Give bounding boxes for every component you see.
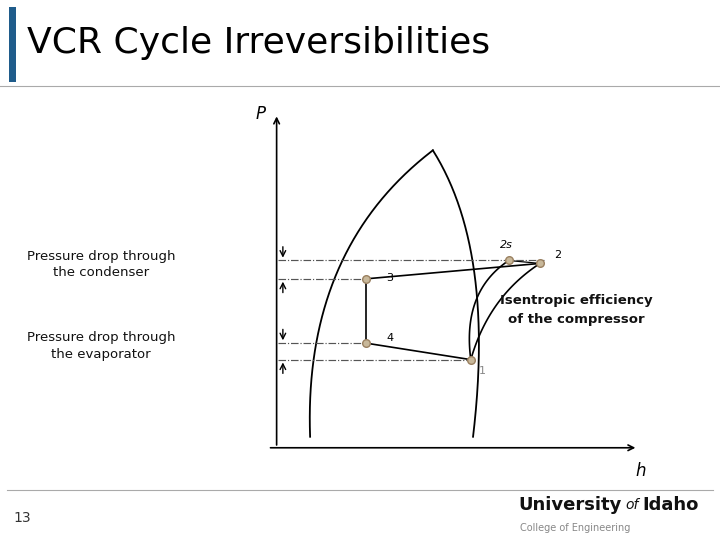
Text: P: P bbox=[256, 105, 266, 123]
Text: the condenser: the condenser bbox=[53, 266, 149, 279]
Text: Pressure drop through: Pressure drop through bbox=[27, 249, 175, 262]
Text: Idaho: Idaho bbox=[642, 496, 698, 514]
Text: Pressure drop through: Pressure drop through bbox=[27, 332, 175, 345]
Text: 13: 13 bbox=[13, 511, 30, 525]
Text: 4: 4 bbox=[386, 333, 393, 343]
Text: VCR Cycle Irreversibilities: VCR Cycle Irreversibilities bbox=[27, 26, 490, 60]
Text: Isentropic efficiency: Isentropic efficiency bbox=[500, 294, 652, 307]
Text: 2s: 2s bbox=[500, 240, 513, 249]
Text: of: of bbox=[625, 498, 639, 512]
Text: h: h bbox=[635, 462, 646, 481]
Text: 3: 3 bbox=[386, 273, 393, 283]
Text: 2: 2 bbox=[554, 250, 562, 260]
Text: of the compressor: of the compressor bbox=[508, 313, 644, 326]
Text: the evaporator: the evaporator bbox=[51, 348, 150, 361]
Text: University: University bbox=[518, 496, 622, 514]
Text: 1: 1 bbox=[479, 366, 485, 376]
Text: College of Engineering: College of Engineering bbox=[520, 523, 630, 532]
Bar bbox=[9, 7, 16, 82]
